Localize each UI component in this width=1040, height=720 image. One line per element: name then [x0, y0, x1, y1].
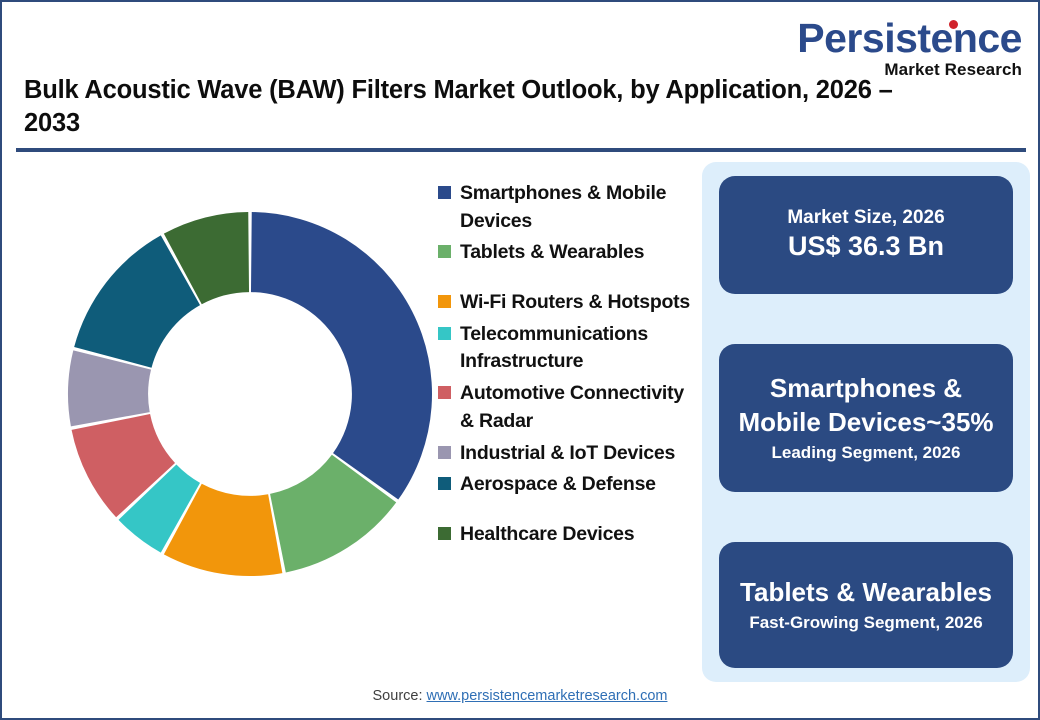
donut-chart [50, 194, 450, 594]
legend-swatch-icon [438, 526, 451, 540]
legend-swatch-icon [438, 326, 451, 340]
donut-slice[interactable] [163, 483, 283, 576]
fastest-growing-label: Fast-Growing Segment, 2026 [749, 612, 983, 632]
donut-slice[interactable] [270, 454, 397, 573]
legend-item[interactable]: Telecommunications Infrastructure [438, 321, 700, 376]
chart-legend: Smartphones & Mobile Devices Tablets & We… [438, 180, 700, 553]
legend-item-label: Aerospace & Defense [460, 473, 656, 496]
page-title: Bulk Acoustic Wave (BAW) Filters Market … [24, 76, 893, 138]
source-prefix: Source: [372, 688, 427, 704]
leading-segment-label: Leading Segment, 2026 [771, 442, 961, 462]
donut-slice[interactable] [163, 212, 250, 305]
fastest-growing-name: Tablets & Wearables [740, 577, 992, 608]
leading-segment-name: Smartphones & Mobile Devices~35% [738, 373, 994, 437]
donut-slice[interactable] [71, 414, 176, 518]
legend-item-label: Telecommunications Infrastructure [460, 322, 649, 373]
legend-item[interactable]: Tablets & Wearables [438, 239, 700, 267]
donut-slice[interactable] [74, 235, 201, 368]
legend-item[interactable]: Automotive Connectivity & Radar [438, 380, 700, 435]
legend-item-label: Tablets & Wearables [460, 241, 645, 264]
legend-swatch-icon [438, 245, 451, 259]
donut-slice[interactable] [118, 464, 201, 553]
legend-item[interactable]: Aerospace & Defense [438, 471, 700, 499]
leading-segment-card: Smartphones & Mobile Devices~35% Leading… [719, 344, 1013, 492]
legend-item[interactable]: Wi-Fi Routers & Hotspots [438, 289, 700, 317]
legend-item[interactable]: Healthcare Devices [438, 521, 700, 549]
legend-item[interactable]: Industrial & IoT Devices [438, 440, 700, 468]
source-line: Source: www.persistencemarketresearch.co… [2, 688, 1038, 704]
stats-panel: Market Size, 2026 US$ 36.3 Bn Smartphone… [702, 162, 1030, 682]
legend-item-label: Healthcare Devices [460, 522, 635, 545]
donut-chart-svg [68, 212, 432, 576]
legend-item-label: Wi-Fi Routers & Hotspots [460, 291, 690, 314]
legend-item[interactable]: Smartphones & Mobile Devices [438, 180, 700, 235]
logo-brand-text: Persistence [797, 15, 1022, 61]
legend-swatch-icon [438, 186, 451, 199]
legend-item-label: Automotive Connectivity & Radar [460, 382, 684, 432]
market-size-value: US$ 36.3 Bn [787, 231, 945, 261]
donut-slice-group [68, 212, 432, 576]
legend-swatch-icon [438, 295, 451, 309]
company-logo: Persistence Market Research [797, 15, 1022, 79]
logo-subtitle-text: Market Research [884, 60, 1022, 79]
donut-slice[interactable] [250, 212, 432, 500]
donut-slice[interactable] [68, 350, 152, 427]
logo-dot-icon [949, 20, 959, 29]
market-size-label: Market Size, 2026 [787, 207, 945, 229]
market-size-card: Market Size, 2026 US$ 36.3 Bn [719, 176, 1013, 294]
legend-swatch-icon [438, 445, 451, 459]
fastest-growing-card: Tablets & Wearables Fast-Growing Segment… [719, 542, 1013, 668]
legend-item-label: Smartphones & Mobile Devices [460, 182, 667, 232]
legend-swatch-icon [438, 386, 451, 400]
source-link[interactable]: www.persistencemarketresearch.com [426, 688, 668, 704]
title-divider [16, 148, 1026, 152]
legend-item-label: Industrial & IoT Devices [460, 441, 676, 464]
legend-swatch-icon [438, 477, 451, 491]
